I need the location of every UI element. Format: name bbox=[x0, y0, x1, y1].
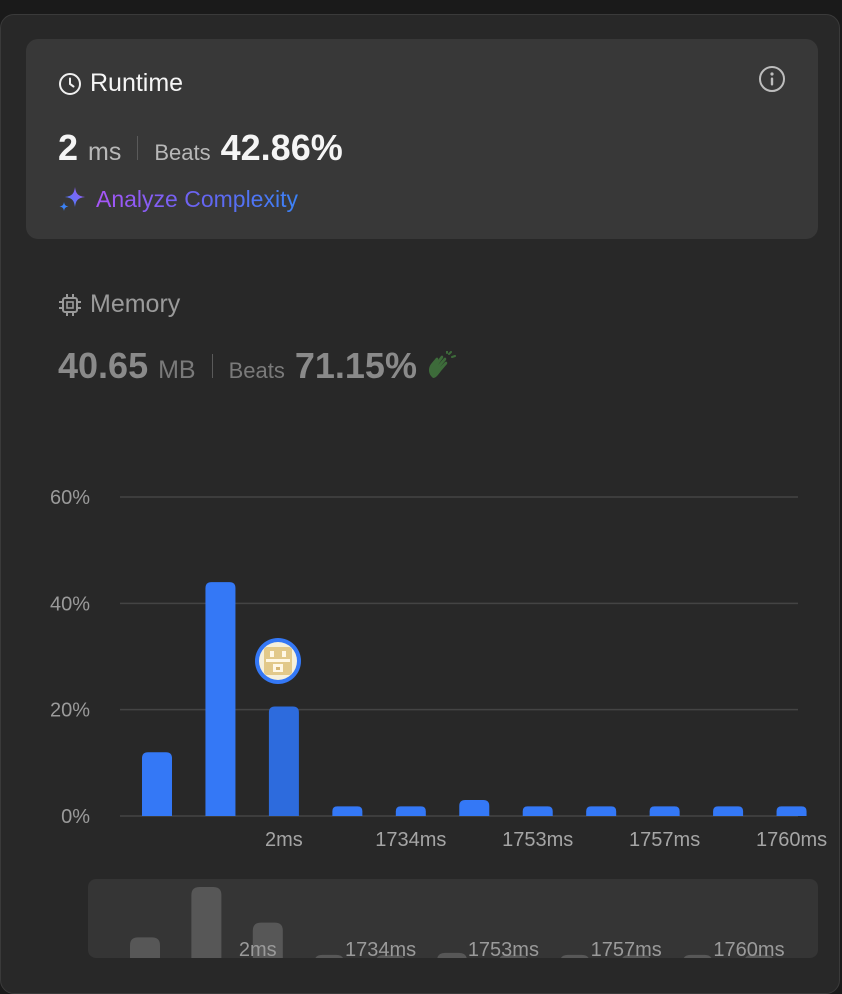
memory-unit: MB bbox=[158, 356, 196, 384]
stat-divider bbox=[211, 354, 213, 378]
chip-icon bbox=[59, 293, 81, 316]
overview-bar bbox=[437, 952, 467, 958]
runtime-stats: 2 ms Beats 42.86% bbox=[58, 127, 343, 169]
memory-title: Memory bbox=[90, 290, 181, 318]
bar[interactable] bbox=[522, 806, 553, 816]
clock-icon bbox=[59, 72, 81, 95]
x-tick-label: 1757ms bbox=[629, 829, 700, 851]
bar[interactable] bbox=[332, 806, 363, 816]
overview-bar bbox=[559, 954, 590, 958]
memory-section[interactable]: Memory 40.65 MB Beats 71.15% bbox=[58, 290, 457, 387]
runtime-title: Runtime bbox=[90, 69, 184, 97]
overview-bar bbox=[191, 887, 222, 958]
range-overview[interactable]: 2ms 1734ms 1753ms 1757ms 1760ms bbox=[88, 879, 818, 958]
x-tick-label: 1760ms bbox=[756, 829, 827, 851]
bar[interactable] bbox=[713, 806, 744, 816]
overview-bar bbox=[375, 954, 406, 958]
overview-label: 2ms bbox=[239, 939, 277, 958]
overview-label: 1753ms bbox=[468, 939, 539, 958]
analyze-complexity-link[interactable]: Analyze Complexity bbox=[58, 185, 298, 213]
bar[interactable] bbox=[395, 806, 426, 816]
x-tick-label: 1753ms bbox=[502, 829, 573, 851]
runtime-value: 2 bbox=[58, 127, 79, 168]
overview-label: 1734ms bbox=[345, 939, 416, 958]
memory-beats-label: Beats bbox=[228, 358, 285, 383]
bar[interactable] bbox=[586, 806, 617, 816]
memory-header: Memory bbox=[58, 290, 457, 319]
memory-value: 40.65 bbox=[58, 345, 149, 386]
y-tick-label: 60% bbox=[50, 487, 90, 509]
bar[interactable] bbox=[459, 800, 490, 816]
overview-bar bbox=[744, 954, 774, 958]
runtime-distribution-chart: 60% 40% 20% 0% 2ms 1734ms 1753ms 1757ms 1760ms bbox=[50, 487, 827, 851]
sparkle-icon bbox=[59, 187, 85, 211]
bar[interactable] bbox=[142, 752, 172, 816]
runtime-beats-label: Beats bbox=[154, 140, 211, 165]
x-tick-label: 1734ms bbox=[375, 829, 446, 851]
bar[interactable] bbox=[649, 806, 680, 816]
runtime-beats-value: 42.86% bbox=[220, 127, 343, 168]
overview-bar bbox=[314, 954, 345, 958]
overview-bar bbox=[252, 922, 283, 958]
bar[interactable] bbox=[268, 706, 299, 816]
overview-bar bbox=[621, 954, 652, 958]
x-tick-label: 2ms bbox=[265, 829, 303, 851]
stat-divider bbox=[137, 136, 139, 160]
memory-stats: 40.65 MB Beats 71.15% bbox=[58, 345, 457, 387]
y-tick-label: 20% bbox=[50, 700, 90, 722]
overview-bar bbox=[498, 954, 529, 958]
user-avatar-marker[interactable] bbox=[255, 638, 301, 684]
bar[interactable] bbox=[776, 806, 807, 816]
overview-bar bbox=[682, 954, 713, 958]
y-tick-label: 40% bbox=[50, 593, 90, 615]
overview-bar bbox=[130, 937, 160, 958]
y-tick-label: 0% bbox=[61, 806, 90, 828]
overview-label: 1760ms bbox=[713, 939, 784, 958]
overview-chart: 2ms 1734ms 1753ms 1757ms 1760ms bbox=[130, 887, 785, 958]
info-icon[interactable] bbox=[758, 65, 786, 93]
bar[interactable] bbox=[205, 582, 236, 816]
runtime-unit: ms bbox=[88, 138, 122, 166]
analyze-complexity-label: Analyze Complexity bbox=[96, 185, 298, 212]
memory-beats-value: 71.15% bbox=[294, 345, 417, 386]
overview-label: 1757ms bbox=[591, 939, 662, 958]
clapping-hands-icon bbox=[428, 351, 456, 378]
runtime-card[interactable]: Runtime 2 ms Beats 42.86% Analyze Comple… bbox=[26, 39, 818, 239]
runtime-header: Runtime bbox=[58, 69, 183, 98]
